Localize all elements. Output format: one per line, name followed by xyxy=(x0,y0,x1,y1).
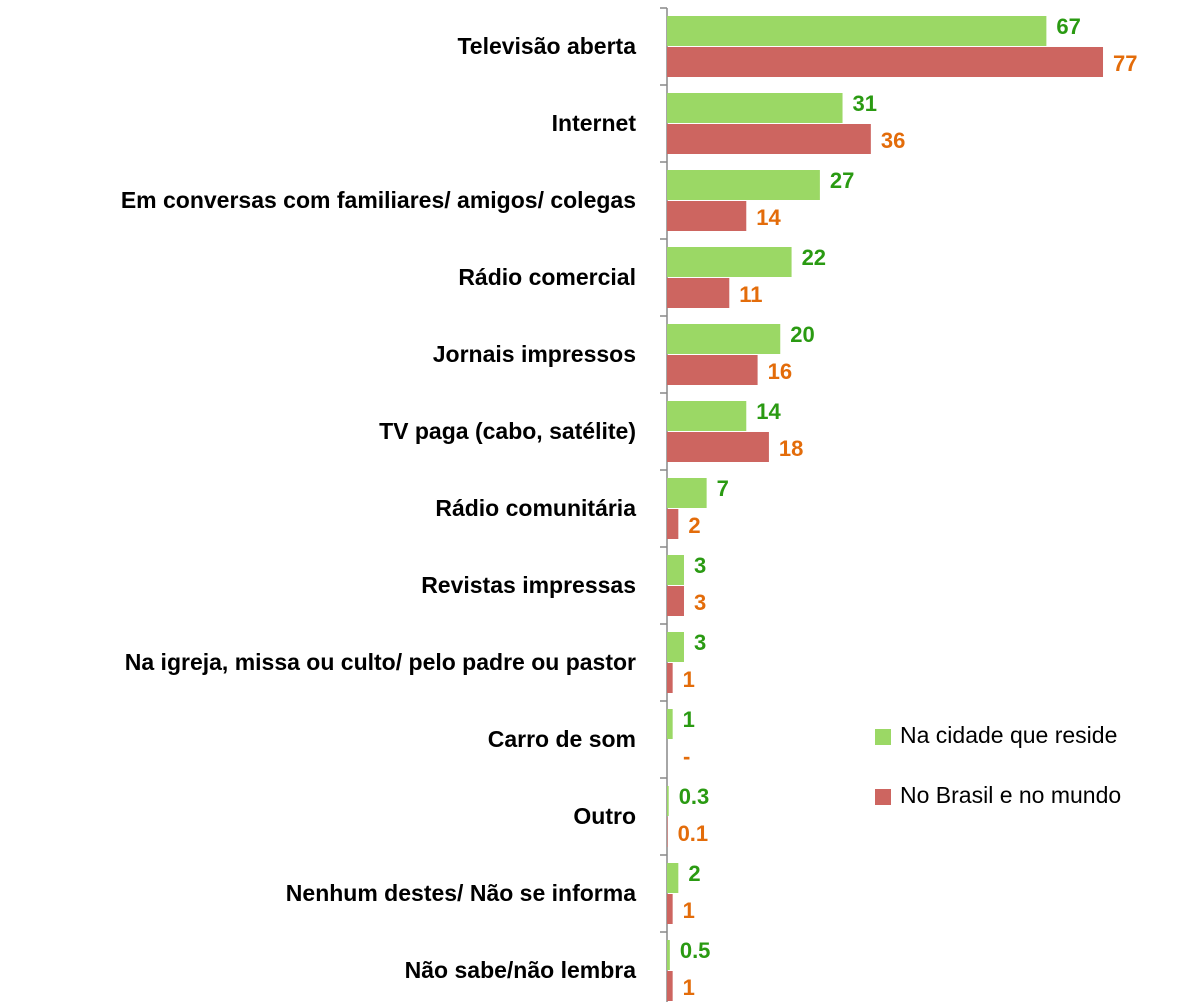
value-label: 1 xyxy=(683,975,695,1000)
category-label: Jornais impressos xyxy=(433,341,636,367)
bar xyxy=(667,16,1047,46)
category-label: Nenhum destes/ Não se informa xyxy=(286,880,636,906)
bar xyxy=(667,894,673,924)
value-label: 77 xyxy=(1113,51,1137,76)
value-label: 0.1 xyxy=(678,821,709,846)
bar xyxy=(667,47,1104,77)
category-label: Internet xyxy=(552,110,637,136)
bar xyxy=(667,93,843,123)
category-label: Rádio comercial xyxy=(458,264,636,290)
value-label: 16 xyxy=(768,359,792,384)
value-label: 2 xyxy=(688,861,700,886)
value-label: 0.5 xyxy=(680,938,711,963)
bar xyxy=(667,478,707,508)
category-label: TV paga (cabo, satélite) xyxy=(379,418,636,444)
bar xyxy=(667,432,769,462)
bar xyxy=(667,586,684,616)
value-label: 36 xyxy=(881,128,905,153)
category-label: Revistas impressas xyxy=(421,572,636,598)
value-label: - xyxy=(683,744,690,769)
category-label: Outro xyxy=(573,803,636,829)
value-label: 14 xyxy=(756,399,781,424)
value-label: 31 xyxy=(853,91,877,116)
bar xyxy=(667,124,871,154)
bar xyxy=(667,863,679,893)
bar xyxy=(667,555,684,585)
value-label: 14 xyxy=(756,205,781,230)
bar xyxy=(667,940,670,970)
bar xyxy=(667,401,747,431)
bar xyxy=(667,278,730,308)
value-label: 22 xyxy=(802,245,826,270)
value-label: 3 xyxy=(694,590,706,615)
value-label: 3 xyxy=(694,630,706,655)
category-label: Em conversas com familiares/ amigos/ col… xyxy=(121,187,636,213)
value-label: 27 xyxy=(830,168,854,193)
legend-label: Na cidade que reside xyxy=(900,722,1117,748)
category-label: Na igreja, missa ou culto/ pelo padre ou… xyxy=(125,649,636,675)
bar xyxy=(667,247,792,277)
bar xyxy=(667,355,758,385)
bar xyxy=(667,509,679,539)
bar xyxy=(667,709,673,739)
bar xyxy=(667,632,684,662)
bar xyxy=(667,663,673,693)
legend-label: No Brasil e no mundo xyxy=(900,782,1121,808)
bar xyxy=(667,817,668,847)
value-label: 20 xyxy=(790,322,814,347)
legend-swatch xyxy=(875,729,891,745)
bar xyxy=(667,971,673,1001)
value-label: 3 xyxy=(694,553,706,578)
value-label: 0.3 xyxy=(679,784,710,809)
value-label: 2 xyxy=(688,513,700,538)
value-label: 7 xyxy=(717,476,729,501)
bar xyxy=(667,201,747,231)
bar xyxy=(667,324,781,354)
value-label: 11 xyxy=(739,282,762,307)
value-label: 1 xyxy=(683,898,695,923)
category-label: Rádio comunitária xyxy=(435,495,636,521)
category-label: Carro de som xyxy=(488,726,636,752)
category-label: Não sabe/não lembra xyxy=(405,957,637,983)
bar xyxy=(667,786,669,816)
legend-swatch xyxy=(875,789,891,805)
category-label: Televisão aberta xyxy=(457,33,636,59)
value-label: 1 xyxy=(683,707,695,732)
value-label: 18 xyxy=(779,436,803,461)
value-label: 67 xyxy=(1056,14,1080,39)
value-label: 1 xyxy=(683,667,695,692)
bar xyxy=(667,170,820,200)
